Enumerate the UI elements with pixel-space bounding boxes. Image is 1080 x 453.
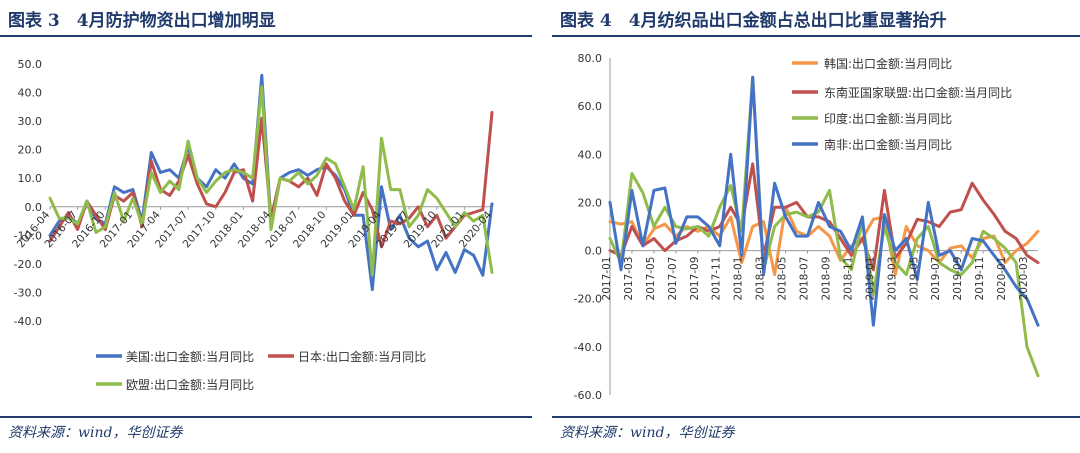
- x-tick-label: 2017-09: [689, 257, 701, 301]
- x-tick-label: 2018-03: [755, 257, 767, 301]
- y-tick-label: -40.0: [14, 315, 42, 328]
- legend-label-asean: 东南亚国家联盟:出口金额:当月同比: [824, 85, 1012, 100]
- chart-title: 图表 4 4月纺织品出口金额占总出口比重显著抬升: [560, 11, 947, 31]
- x-tick-label: 2019-09: [952, 257, 964, 301]
- x-tick-label: 2019-01: [864, 257, 876, 301]
- source-note: 资料来源：wind，华创证券: [560, 425, 735, 441]
- x-tick-label: 2017-11: [711, 257, 723, 301]
- x-tick-label: 2020-01: [996, 257, 1008, 301]
- series-line-2: [48, 85, 494, 277]
- y-tick-label: 0.0: [585, 245, 603, 258]
- chart-title: 图表 3 4月防护物资出口增加明显: [8, 11, 276, 31]
- y-tick-label: 20.0: [18, 144, 43, 157]
- x-tick-label: 2017-07: [667, 257, 679, 301]
- legend-label-japan: 日本:出口金额:当月同比: [298, 349, 426, 364]
- y-tick-label: -60.0: [574, 389, 602, 402]
- x-tick-label: 2018-11: [842, 257, 854, 301]
- x-tick-label: 2019-07: [930, 257, 942, 301]
- x-tick-label: 2020-03: [1018, 257, 1030, 301]
- title-rule: [0, 35, 532, 37]
- y-tick-label: -40.0: [574, 341, 602, 354]
- series-line-0: [48, 73, 494, 292]
- legend-label-us: 美国:出口金额:当月同比: [126, 349, 254, 364]
- y-tick-label: -20.0: [14, 258, 42, 271]
- x-tick-label: 2017-03: [623, 257, 635, 301]
- x-tick-label: 2018-05: [777, 257, 789, 301]
- legend-label-korea: 韩国:出口金额:当月同比: [824, 56, 952, 71]
- y-tick-label: 10.0: [18, 172, 43, 185]
- y-tick-label: 80.0: [578, 52, 603, 65]
- y-tick-label: 20.0: [578, 196, 603, 209]
- legend-label-south-africa: 南非:出口金额:当月同比: [824, 137, 952, 152]
- legend-label-india: 印度:出口金额:当月同比: [824, 111, 952, 126]
- source-rule: [0, 416, 532, 418]
- chart-right: 80.0 60.0 40.0 20.0 0.0 -20.0 -40.0 -60.0 2017-…: [574, 52, 1040, 402]
- x-tick-label: 2018-09: [820, 257, 832, 301]
- x-tick-label: 2018-01: [733, 257, 745, 301]
- y-tick-label: -10.0: [14, 229, 42, 242]
- x-tick-label: 2019-11: [974, 257, 986, 301]
- chart-panel-right: 图表 4 4月纺织品出口金额占总出口比重显著抬升 80.0 60.0 40.0 20.…: [552, 0, 1080, 453]
- x-tick-label: 2017-01: [601, 257, 613, 301]
- y-tick-label: 0.0: [25, 201, 43, 214]
- y-tick-label: 50.0: [18, 58, 43, 71]
- legend-label-eu: 欧盟:出口金额:当月同比: [126, 377, 254, 392]
- y-tick-label: 30.0: [18, 115, 43, 128]
- y-tick-label: 60.0: [578, 100, 603, 113]
- x-tick-label: 2019-05: [908, 257, 920, 301]
- source-rule: [552, 416, 1080, 418]
- x-tick-label: 2018-07: [799, 257, 811, 301]
- y-tick-label: 40.0: [578, 148, 603, 161]
- y-tick-label: 40.0: [18, 87, 43, 100]
- series-line-1: [608, 162, 1040, 272]
- chart-left: 50.0 40.0 30.0 20.0 10.0 0.0 -10.0 -20.0 -30.0 -4…: [14, 58, 495, 392]
- series-line-3: [608, 75, 1040, 327]
- y-tick-label: -30.0: [14, 286, 42, 299]
- y-tick-label: -20.0: [574, 293, 602, 306]
- x-tick-label: 2017-05: [645, 257, 657, 301]
- source-note: 资料来源：wind，华创证券: [8, 425, 183, 441]
- x-tick-label: 2019-03: [886, 257, 898, 301]
- chart-panel-left: 图表 3 4月防护物资出口增加明显 50.0 40.0 30.0 20.0 10.0 0.…: [0, 0, 532, 453]
- title-rule: [552, 35, 1080, 37]
